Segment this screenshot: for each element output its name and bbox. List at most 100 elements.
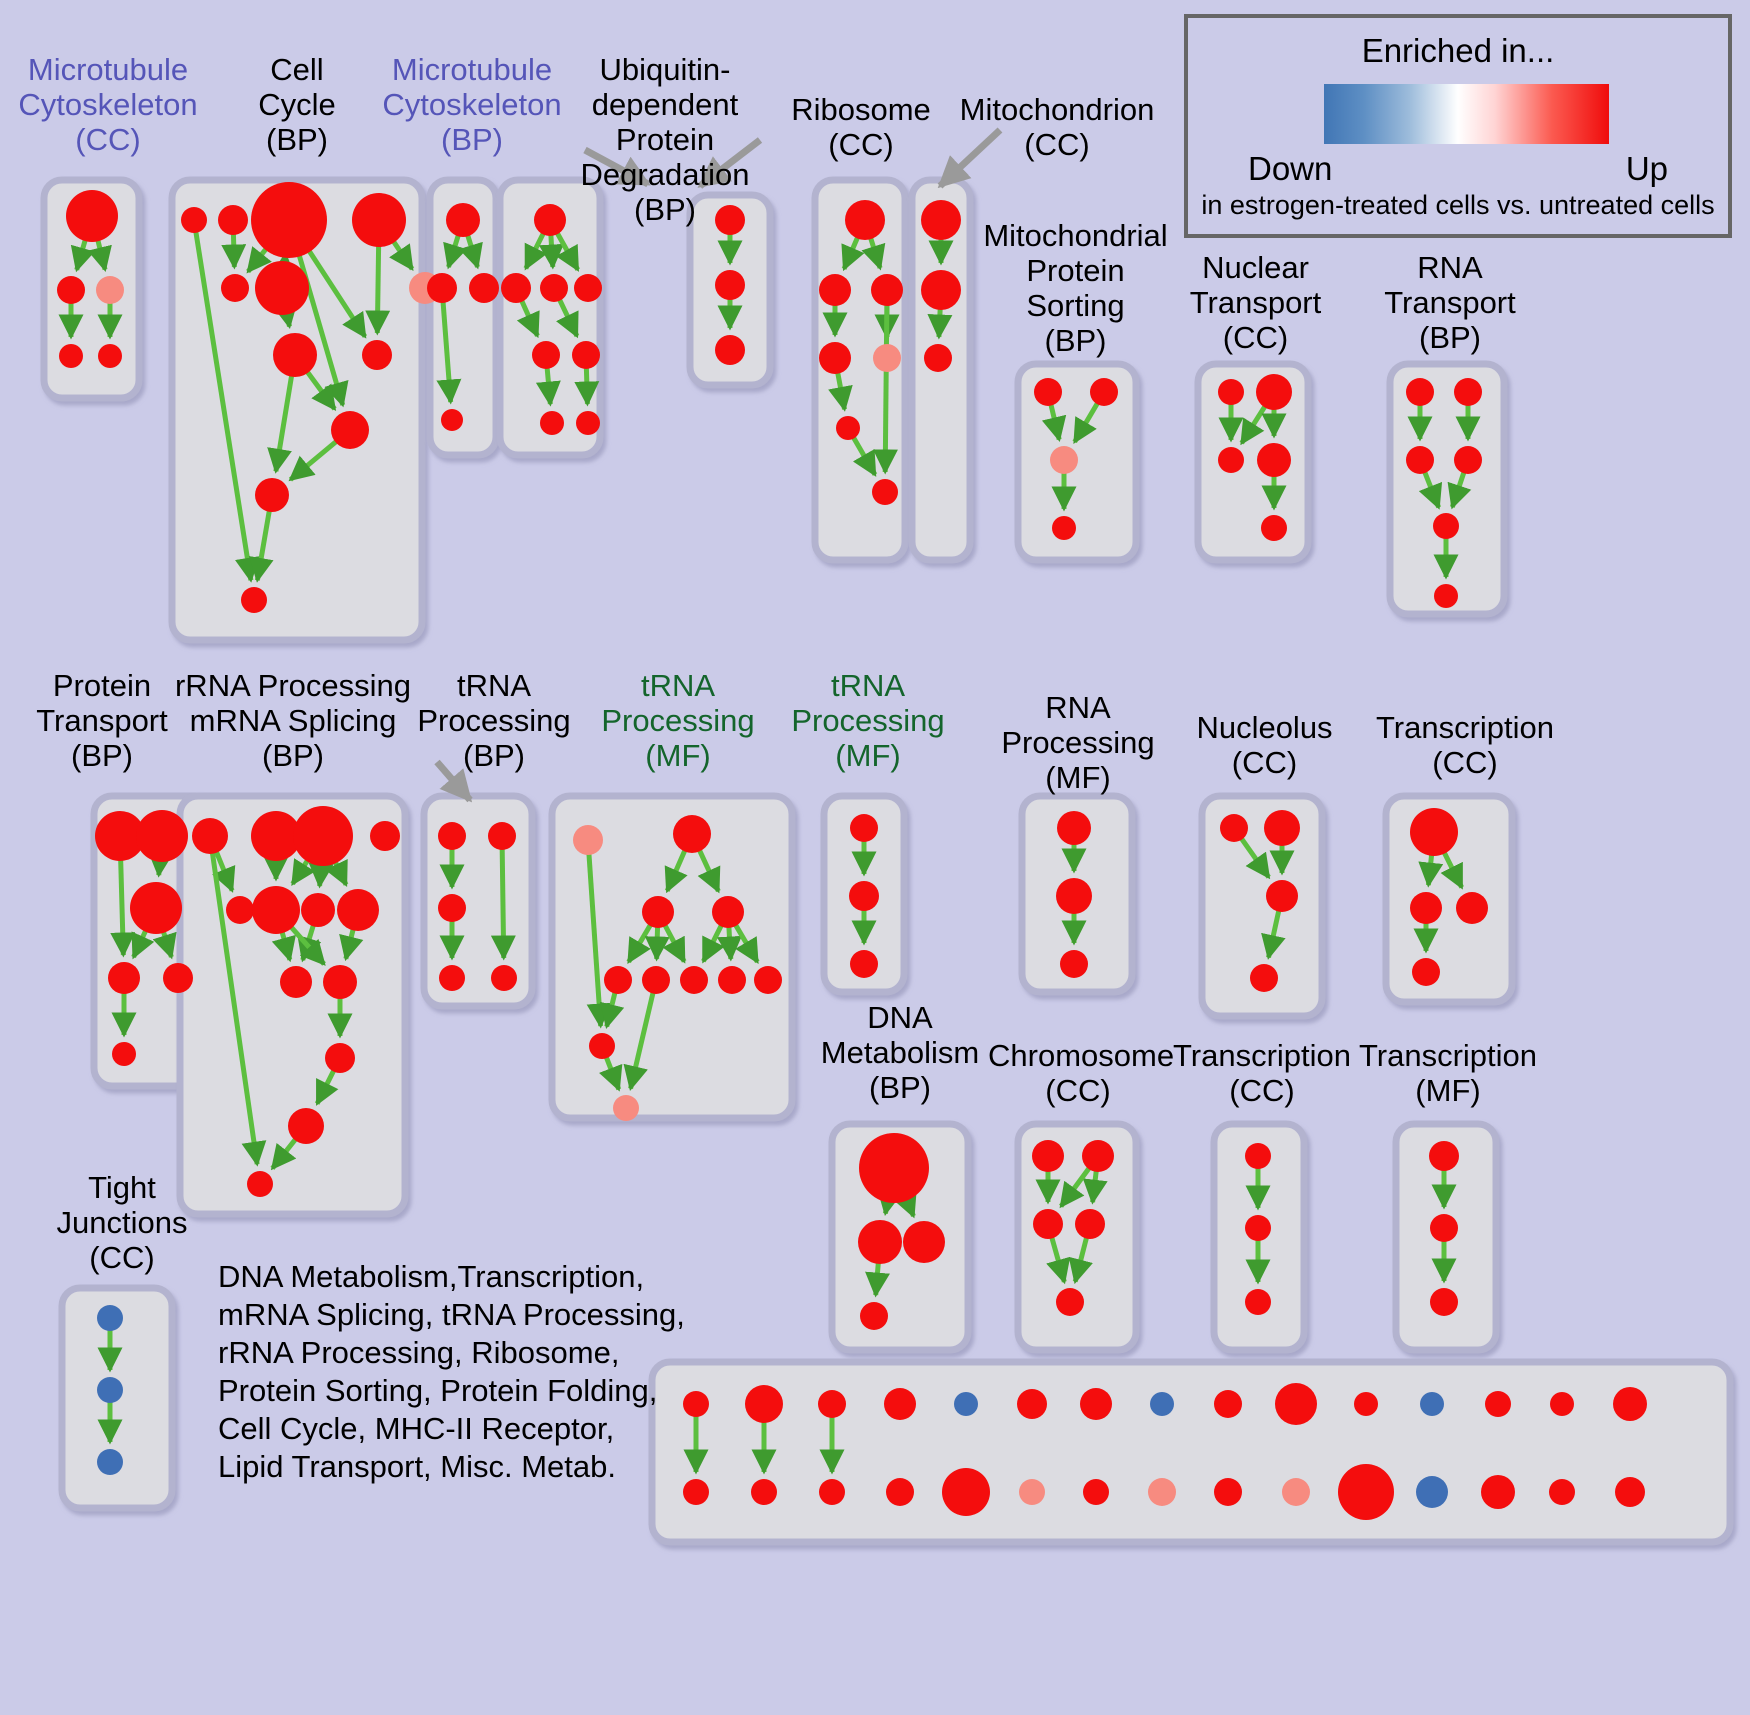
ontology-node — [1080, 1388, 1112, 1420]
ontology-node — [97, 1377, 123, 1403]
ontology-node — [715, 205, 745, 235]
ontology-edge — [1041, 404, 1067, 442]
label-trna-processing-mf-1: tRNA Processing (MF) — [601, 668, 755, 773]
ontology-node — [886, 1478, 914, 1506]
ontology-edge — [555, 298, 580, 339]
ontology-edge — [436, 301, 462, 405]
ontology-node — [1090, 378, 1118, 406]
label-nucleolus-cc: Nucleolus (CC) — [1196, 710, 1333, 780]
ontology-node — [871, 274, 903, 306]
ontology-edge — [152, 931, 177, 960]
ontology-node — [850, 814, 878, 842]
ontology-edge — [599, 1056, 623, 1092]
ontology-node — [604, 966, 632, 994]
ontology-node — [1266, 880, 1298, 912]
ontology-node — [108, 962, 140, 994]
ontology-node — [218, 205, 248, 235]
ontology-node — [754, 966, 782, 994]
ontology-node — [1282, 1478, 1310, 1506]
ontology-node — [1082, 1140, 1114, 1172]
ontology-node — [884, 1388, 916, 1420]
ontology-node — [850, 950, 878, 978]
ontology-node — [1420, 1392, 1444, 1416]
label-mitochondrion-cc: Mitochondrion (CC) — [959, 92, 1155, 162]
ontology-node — [1485, 1391, 1511, 1417]
ontology-node — [1257, 443, 1291, 477]
ontology-node — [642, 966, 670, 994]
ontology-node — [1430, 1214, 1458, 1242]
ontology-node — [1549, 1479, 1575, 1505]
ontology-node — [488, 822, 516, 850]
ontology-node — [751, 1479, 777, 1505]
ontology-edge — [288, 439, 338, 482]
ontology-edge — [339, 928, 364, 962]
ontology-node — [1275, 1383, 1317, 1425]
ontology-node — [1264, 810, 1300, 846]
label-chromosome-cc: Chromosome (CC) — [988, 1038, 1175, 1108]
ontology-edge — [1239, 405, 1268, 446]
ontology-node — [532, 341, 560, 369]
label-transcription-cc-top: Transcription (CC) — [1375, 710, 1555, 780]
ontology-edge — [623, 992, 656, 1091]
ontology-nodes — [57, 182, 1647, 1520]
ontology-node — [130, 882, 182, 934]
ontology-edge — [212, 850, 236, 893]
ontology-node — [323, 965, 357, 999]
ontology-node — [1338, 1464, 1394, 1520]
ontology-node — [534, 204, 566, 236]
ontology-node — [1057, 811, 1091, 845]
ontology-node — [1214, 1390, 1242, 1418]
ontology-node — [1261, 515, 1287, 541]
ontology-node — [1148, 1478, 1176, 1506]
ontology-edge — [325, 859, 349, 887]
ontology-node — [642, 896, 674, 928]
ontology-node — [501, 273, 531, 303]
ontology-node — [241, 587, 267, 613]
ontology-edge — [148, 851, 174, 878]
ontology-node — [903, 1221, 945, 1263]
ontology-edge — [586, 853, 612, 1029]
ontology-edge — [716, 926, 742, 962]
ontology-node — [1410, 808, 1458, 856]
ontology-node — [1245, 1289, 1271, 1315]
ontology-node — [1032, 1140, 1064, 1172]
ontology-edge — [535, 367, 561, 407]
ontology-edge — [626, 923, 653, 965]
ontology-node — [1220, 814, 1248, 842]
ontology-edge — [555, 231, 580, 272]
ontology-node — [858, 1220, 902, 1264]
label-pointer-arrow-icon — [583, 146, 651, 188]
ontology-node — [112, 1042, 136, 1066]
label-rna-processing-mf: RNA Processing (MF) — [1001, 690, 1155, 795]
ontology-edge — [290, 858, 316, 886]
ontology-node — [331, 411, 369, 449]
ontology-node — [280, 966, 312, 998]
ontology-node — [712, 896, 744, 928]
ontology-edge — [828, 372, 853, 412]
ontology-node — [301, 893, 335, 927]
ontology-edge — [246, 246, 272, 274]
label-nuclear-transport-cc: Nuclear Transport (CC) — [1189, 250, 1322, 355]
ontology-node — [683, 1479, 709, 1505]
ontology-node — [1060, 950, 1088, 978]
ontology-node — [293, 806, 353, 866]
ontology-edge — [308, 862, 334, 889]
legend-box: Enriched in... Down Up in estrogen-treat… — [1184, 14, 1732, 238]
ontology-node — [97, 1305, 123, 1331]
label-ribosome-cc: Ribosome (CC) — [791, 92, 931, 162]
misc-cluster-caption: DNA Metabolism,Transcription, mRNA Splic… — [218, 1259, 685, 1484]
ontology-node — [574, 274, 602, 302]
ontology-edge — [865, 1262, 890, 1298]
ontology-node — [540, 411, 564, 435]
ontology-node — [1412, 958, 1440, 986]
ontology-edge — [443, 234, 468, 270]
ontology-edge — [861, 237, 886, 271]
label-trna-processing-bp: tRNA Processing (BP) — [417, 668, 571, 773]
ontology-node — [1245, 1143, 1271, 1169]
ontology-node — [673, 815, 711, 853]
ontology-node — [1454, 378, 1482, 406]
ontology-node — [469, 273, 499, 303]
label-rrna-processing-mrna-splicing-bp: rRNA Processing mRNA Splicing (BP) — [174, 668, 412, 773]
ontology-node — [1456, 892, 1488, 924]
